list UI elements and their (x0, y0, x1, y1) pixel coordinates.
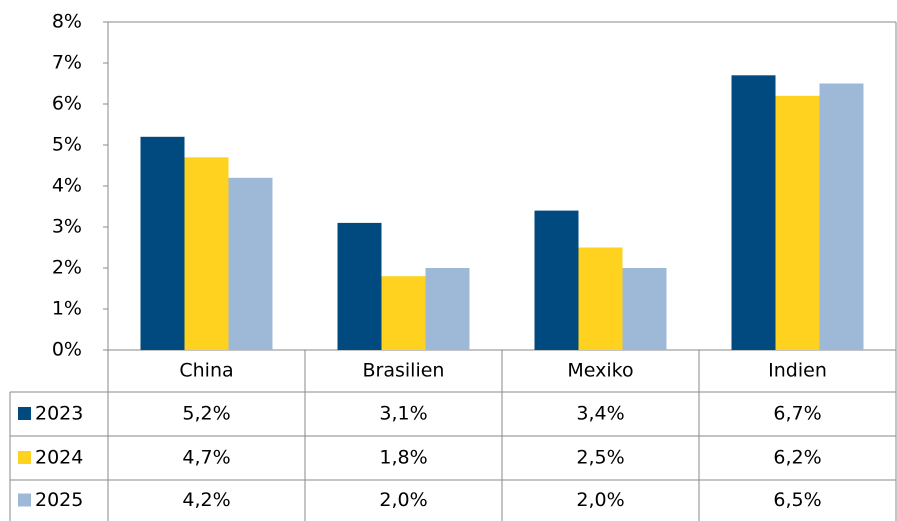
bar (819, 83, 864, 350)
y-tick-label: 7% (52, 52, 82, 74)
y-tick-label: 6% (52, 93, 82, 115)
y-tick-label: 3% (52, 216, 82, 238)
data-label: 1,8% (379, 447, 427, 469)
data-label: 6,5% (773, 489, 821, 511)
bar (425, 268, 470, 350)
x-tick-label: Brasilien (363, 360, 445, 382)
data-label: 6,7% (773, 403, 821, 425)
legend-label: 2024 (35, 447, 83, 469)
y-tick-label: 4% (52, 175, 82, 197)
bar (578, 247, 623, 350)
bar (731, 75, 776, 351)
bar (184, 157, 229, 350)
bar (337, 222, 382, 350)
data-label: 4,2% (182, 489, 230, 511)
data-label: 5,2% (182, 403, 230, 425)
x-tick-label: Indien (768, 360, 827, 382)
y-tick-label: 0% (52, 339, 82, 361)
data-label: 6,2% (773, 447, 821, 469)
legend-swatch (18, 451, 31, 464)
x-tick-label: Mexiko (567, 360, 633, 382)
bar (775, 95, 820, 350)
legend-swatch (18, 493, 31, 507)
bar (140, 136, 185, 350)
data-label: 3,4% (576, 403, 624, 425)
data-label: 2,0% (379, 489, 427, 511)
legend-label: 2025 (35, 489, 83, 511)
bar (381, 276, 426, 350)
bar (534, 210, 579, 350)
bar (622, 268, 667, 350)
y-tick-label: 1% (52, 298, 82, 320)
y-tick-label: 2% (52, 257, 82, 279)
legend-label: 2023 (35, 403, 83, 425)
data-label: 2,5% (576, 447, 624, 469)
data-label: 2,0% (576, 489, 624, 511)
y-tick-label: 5% (52, 134, 82, 156)
bar (228, 177, 273, 350)
data-label: 3,1% (379, 403, 427, 425)
legend-swatch (18, 407, 31, 420)
y-tick-label: 8% (52, 11, 82, 33)
x-tick-label: China (179, 360, 233, 382)
data-label: 4,7% (182, 447, 230, 469)
